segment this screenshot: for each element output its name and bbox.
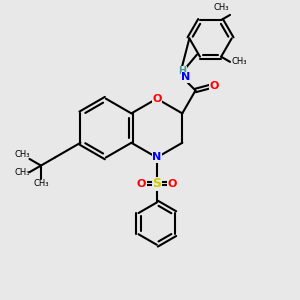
Text: CH₃: CH₃ bbox=[14, 150, 29, 159]
Text: N: N bbox=[181, 72, 190, 82]
Text: CH₃: CH₃ bbox=[33, 179, 49, 188]
Text: S: S bbox=[152, 177, 161, 190]
Text: H: H bbox=[178, 66, 186, 76]
Text: O: O bbox=[167, 179, 177, 189]
Text: O: O bbox=[137, 179, 146, 189]
Text: O: O bbox=[152, 94, 161, 104]
Text: N: N bbox=[152, 152, 161, 163]
Text: CH₃: CH₃ bbox=[232, 57, 247, 66]
Text: CH₃: CH₃ bbox=[14, 168, 29, 177]
Text: O: O bbox=[209, 80, 219, 91]
Text: CH₃: CH₃ bbox=[213, 3, 229, 12]
